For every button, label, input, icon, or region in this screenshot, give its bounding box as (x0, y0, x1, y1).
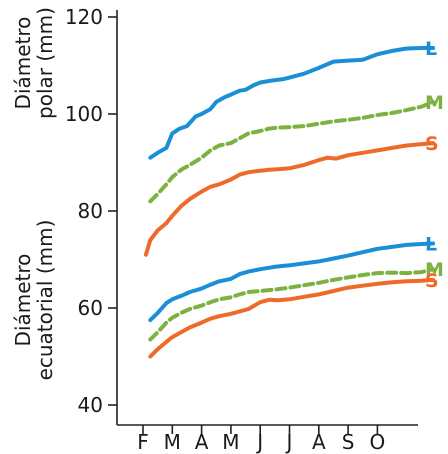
x-tick-label: A (195, 430, 209, 454)
y-tick-label: 120 (65, 5, 103, 29)
series-line-L-ecuatorial (148, 241, 436, 323)
series-label-M-polar: M (425, 92, 444, 114)
y-tick-label: 100 (65, 102, 103, 126)
x-tick-label: O (370, 430, 386, 454)
y-tick-label: 40 (78, 393, 103, 417)
series-line-S-polar (143, 141, 436, 257)
x-tick-label: J (285, 430, 293, 454)
y-tick-label: 80 (78, 199, 103, 223)
series-line-S-ecuatorial (148, 277, 436, 359)
x-tick-label: M (222, 430, 239, 454)
y-axis-title-top-line-2: polar (mm) (33, 7, 57, 119)
x-tick-label: S (342, 430, 355, 454)
y-axis-title-top: Diámetro polar (mm) (11, 7, 57, 119)
series-label-M-ecuatorial: M (425, 259, 444, 281)
x-tick-label: J (255, 430, 263, 454)
y-axis-title-top-line-1: Diámetro (11, 17, 35, 110)
series-line-M-polar (148, 99, 436, 204)
y-axis-title-bottom-line-2: ecuatorial (mm) (33, 220, 57, 381)
series-label-S-polar: S (425, 133, 439, 155)
y-tick-label: 60 (78, 296, 103, 320)
series-label-S-ecuatorial: S (425, 270, 439, 292)
x-tick-label: A (312, 430, 326, 454)
series-line-M-ecuatorial (148, 267, 436, 342)
y-axis-title-bottom: Diámetro ecuatorial (mm) (11, 220, 57, 381)
series-layer (143, 46, 436, 359)
series-line-L-polar (148, 46, 436, 160)
y-axis-title-bottom-line-1: Diámetro (11, 254, 35, 347)
series-label-L-ecuatorial: L (425, 233, 437, 255)
series-label-L-polar: L (425, 38, 437, 60)
x-tick-label: M (164, 430, 181, 454)
x-tick-label: F (137, 430, 149, 454)
